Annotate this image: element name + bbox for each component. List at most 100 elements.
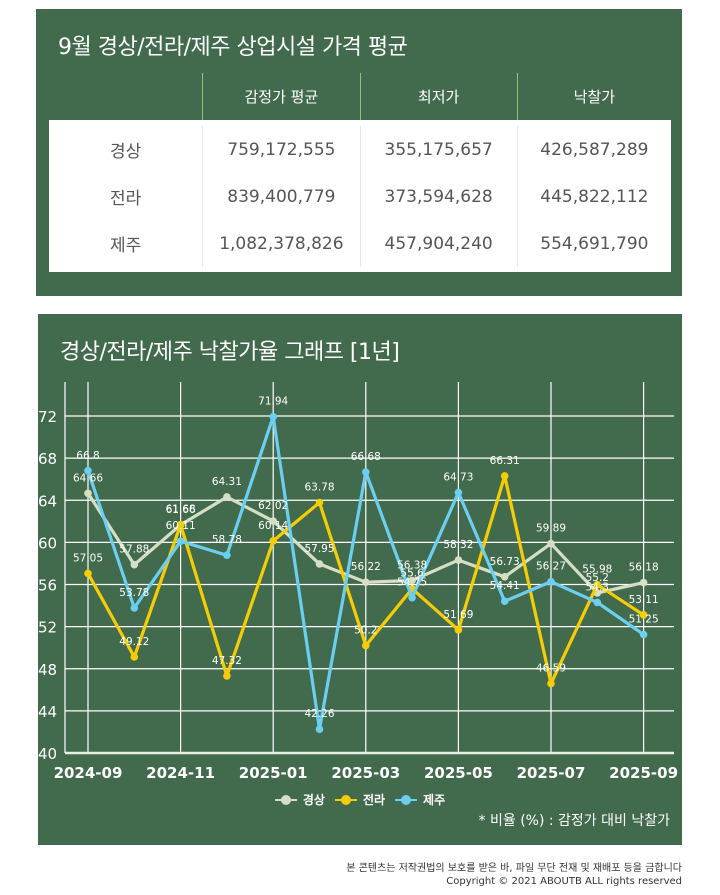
data-point <box>408 593 416 602</box>
table-row: 경상 759,172,555 355,175,657 426,587,289 <box>49 120 671 173</box>
table-row: 제주 1,082,378,826 457,904,240 554,691,790 <box>49 220 671 272</box>
data-label: 66.31 <box>490 455 520 467</box>
data-point <box>454 626 463 634</box>
x-tick-label: 2025-01 <box>239 764 308 782</box>
header-cell-minimum: 최저가 <box>359 73 517 120</box>
ratio-note: * 비율 (%) : 감정가 대비 낙찰가 <box>478 813 670 829</box>
data-point <box>176 520 185 529</box>
data-point <box>84 489 92 498</box>
legend-marker-icon <box>274 794 297 805</box>
data-point <box>362 578 370 586</box>
data-label: 60.11 <box>166 520 196 532</box>
x-tick-label: 2025-07 <box>517 764 586 782</box>
winning-bid-cell: 445,822,112 <box>516 173 671 220</box>
data-label: 56.22 <box>351 561 381 573</box>
data-label: 54.3 <box>586 581 609 593</box>
appraisal-avg-cell: 1,082,378,826 <box>202 220 359 267</box>
data-point <box>269 517 277 525</box>
x-tick-label: 2025-05 <box>424 764 493 782</box>
legend-marker-icon <box>334 794 357 805</box>
table-header-row: 감정가 평균 최저가 낙찰가 <box>49 73 671 120</box>
data-label: 54.75 <box>397 577 427 589</box>
data-label: 61.68 <box>166 504 196 516</box>
legend-item: 경상 <box>274 791 325 808</box>
minimum-cell: 373,594,628 <box>359 173 517 220</box>
data-point <box>223 493 231 501</box>
data-point <box>315 498 324 507</box>
data-point <box>454 488 463 497</box>
appraisal-avg-cell: 839,400,779 <box>202 173 359 220</box>
data-point <box>269 412 277 421</box>
data-label: 56.73 <box>490 556 520 568</box>
x-tick-label: 2025-03 <box>331 764 400 782</box>
data-label: 57.88 <box>119 544 149 556</box>
data-point <box>223 551 231 560</box>
data-point <box>500 597 509 606</box>
table-body: 경상 759,172,555 355,175,657 426,587,289 전… <box>49 120 671 272</box>
data-label: 57.95 <box>304 543 334 555</box>
data-label: 66.68 <box>351 451 381 463</box>
legend-label: 경상 <box>302 793 325 807</box>
y-tick-label: 68 <box>38 450 57 468</box>
data-label: 64.73 <box>443 472 473 484</box>
data-label: 58.78 <box>212 534 242 546</box>
region-cell: 제주 <box>109 236 142 256</box>
winning-bid-cell: 426,587,289 <box>516 126 671 173</box>
data-label: 55.98 <box>582 564 612 576</box>
y-tick-label: 44 <box>38 703 57 721</box>
data-label: 51.25 <box>629 614 659 626</box>
data-label: 55.6 <box>400 568 424 580</box>
axes: 40 44 48 52 56 60 64 68 72 2024-09 2024-11 2025-01 2… <box>38 408 678 782</box>
data-point <box>362 641 370 650</box>
data-point <box>639 578 648 587</box>
data-label: 62.02 <box>258 500 288 512</box>
legend-item: 전라 <box>334 791 386 808</box>
data-point <box>130 604 139 612</box>
data-point <box>130 653 139 661</box>
copyright-notice: 본 콘텐츠는 저작권법의 보호를 받은 바, 파일 무단 전재 및 재배포 등을… <box>346 863 682 874</box>
data-label: 61.66 <box>166 504 196 516</box>
data-label: 71.94 <box>258 396 288 408</box>
legend-label: 제주 <box>423 793 446 807</box>
data-point <box>408 576 416 585</box>
data-label: 49.12 <box>119 636 149 648</box>
x-tick-label: 2025-09 <box>609 764 678 782</box>
price-table-panel: 9월 경상/전라/제주 상업시설 가격 평균 감정가 평균 최저가 낙찰가 경상… <box>36 9 682 296</box>
x-tick-label: 2024-11 <box>146 764 215 782</box>
table-row: 전라 839,400,779 373,594,628 445,822,112 <box>49 173 671 220</box>
header-cell-winning-bid: 낙찰가 <box>516 73 671 120</box>
legend-item: 제주 <box>395 791 445 808</box>
legend-label: 전라 <box>362 793 386 807</box>
data-label: 58.32 <box>443 539 473 551</box>
data-label: 66.8 <box>76 450 99 462</box>
data-label: 59.89 <box>536 523 566 535</box>
data-point <box>362 468 370 476</box>
y-tick-label: 60 <box>38 534 57 552</box>
data-point <box>547 577 555 586</box>
data-point <box>84 569 92 578</box>
y-tick-label: 48 <box>38 661 57 679</box>
data-point <box>593 580 602 589</box>
region-cell: 전라 <box>109 189 142 209</box>
legend-marker-icon <box>395 794 418 805</box>
series-lines <box>84 412 648 733</box>
data-point <box>500 472 509 480</box>
y-tick-label: 56 <box>38 577 57 595</box>
data-label: 60.14 <box>258 520 288 532</box>
grid <box>64 382 674 753</box>
data-labels: 64.66 57.88 61.66 64.31 62.02 57.95 56.22 56.38… <box>73 396 659 721</box>
x-tick-label: 2024-09 <box>54 764 123 782</box>
data-point <box>547 679 555 688</box>
data-label: 47.32 <box>212 655 242 667</box>
legend-dot-icon <box>401 794 412 805</box>
winning-bid-cell: 554,691,790 <box>516 220 671 267</box>
data-point <box>639 630 648 639</box>
data-label: 55.2 <box>586 572 609 584</box>
header-cell-region <box>49 73 202 120</box>
y-tick-label: 52 <box>38 619 57 637</box>
appraisal-avg-cell: 759,172,555 <box>202 126 359 173</box>
y-tick-label: 72 <box>38 408 57 426</box>
line-chart: 64.66 57.88 61.66 64.31 62.02 57.95 56.22 56.38… <box>38 382 678 782</box>
header-cell-appraisal-avg: 감정가 평균 <box>202 73 359 120</box>
data-label: 63.78 <box>304 482 334 494</box>
